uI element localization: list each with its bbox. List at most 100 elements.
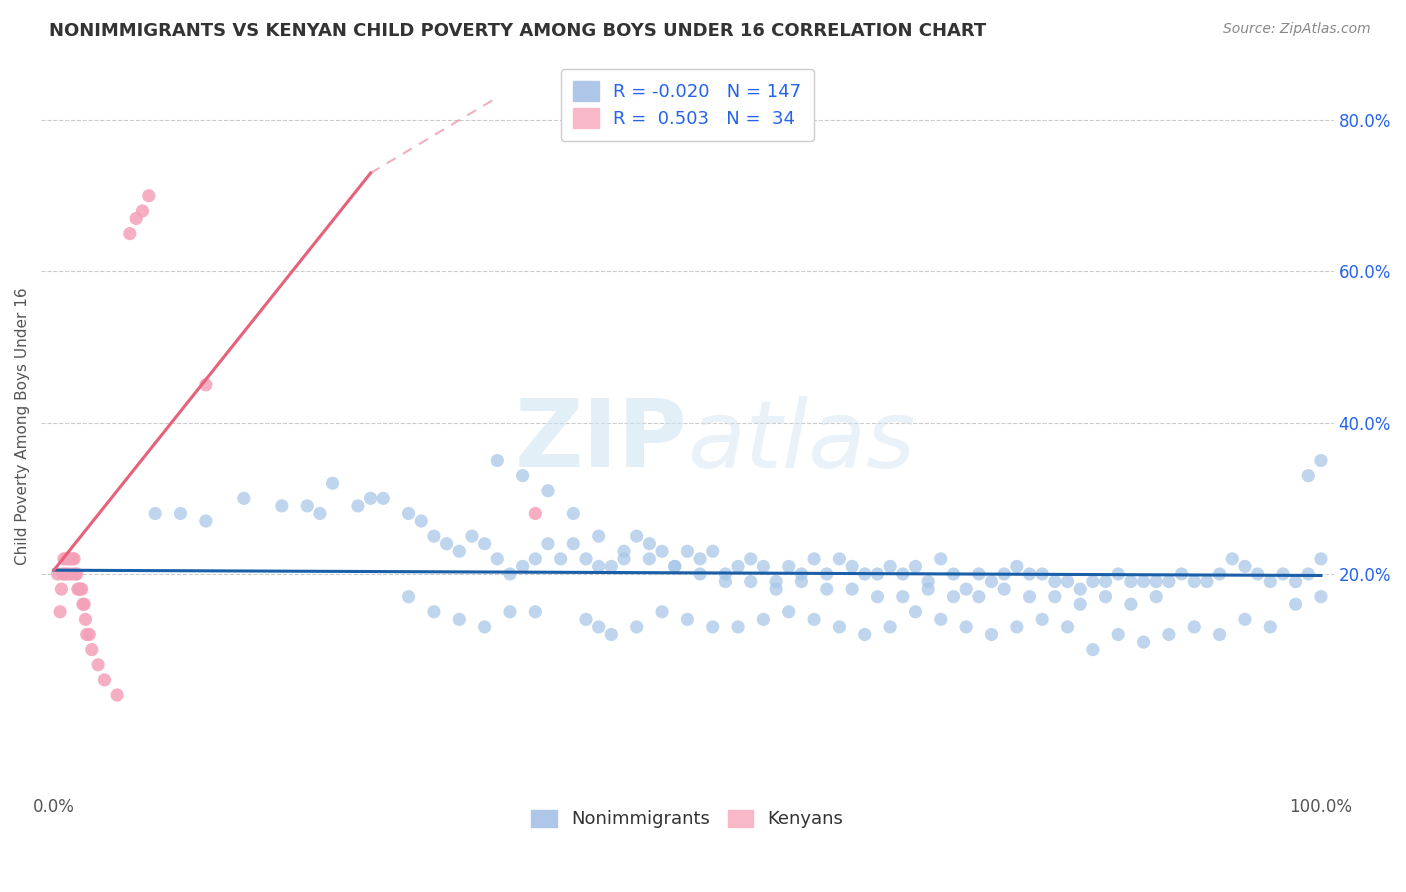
Point bbox=[815, 566, 838, 581]
Point bbox=[841, 559, 863, 574]
Point bbox=[1031, 566, 1053, 581]
Point bbox=[125, 211, 148, 226]
Point bbox=[1258, 574, 1281, 589]
Point bbox=[917, 574, 939, 589]
Point bbox=[1284, 597, 1306, 611]
Point bbox=[131, 203, 153, 218]
Point bbox=[942, 566, 965, 581]
Point bbox=[1182, 574, 1205, 589]
Point bbox=[600, 627, 623, 641]
Point bbox=[1310, 453, 1333, 467]
Point bbox=[651, 605, 673, 619]
Point bbox=[651, 544, 673, 558]
Text: atlas: atlas bbox=[688, 396, 915, 487]
Point bbox=[1132, 574, 1154, 589]
Point bbox=[740, 552, 762, 566]
Point bbox=[550, 552, 572, 566]
Point bbox=[1246, 566, 1268, 581]
Point bbox=[52, 552, 75, 566]
Point bbox=[790, 574, 813, 589]
Point bbox=[993, 582, 1015, 596]
Legend: Nonimmigrants, Kenyans: Nonimmigrants, Kenyans bbox=[524, 803, 851, 836]
Point bbox=[1195, 574, 1218, 589]
Point bbox=[499, 605, 522, 619]
Point bbox=[588, 620, 610, 634]
Text: NONIMMIGRANTS VS KENYAN CHILD POVERTY AMONG BOYS UNDER 16 CORRELATION CHART: NONIMMIGRANTS VS KENYAN CHILD POVERTY AM… bbox=[49, 22, 987, 40]
Point bbox=[740, 574, 762, 589]
Point bbox=[879, 620, 901, 634]
Point bbox=[373, 491, 395, 506]
Point bbox=[423, 605, 446, 619]
Point bbox=[702, 544, 724, 558]
Point bbox=[55, 552, 77, 566]
Point bbox=[891, 590, 914, 604]
Point bbox=[65, 566, 87, 581]
Point bbox=[512, 468, 534, 483]
Point bbox=[676, 544, 699, 558]
Point bbox=[967, 590, 990, 604]
Point bbox=[993, 566, 1015, 581]
Point bbox=[105, 688, 128, 702]
Point bbox=[1298, 566, 1320, 581]
Point bbox=[828, 552, 851, 566]
Point bbox=[1233, 559, 1256, 574]
Point bbox=[1298, 468, 1320, 483]
Y-axis label: Child Poverty Among Boys Under 16: Child Poverty Among Boys Under 16 bbox=[15, 287, 30, 566]
Point bbox=[866, 590, 889, 604]
Point bbox=[588, 559, 610, 574]
Point bbox=[562, 507, 585, 521]
Point bbox=[58, 552, 80, 566]
Point bbox=[1233, 612, 1256, 626]
Point bbox=[613, 552, 636, 566]
Point bbox=[853, 566, 876, 581]
Point bbox=[955, 582, 977, 596]
Point bbox=[562, 537, 585, 551]
Point bbox=[752, 559, 775, 574]
Point bbox=[1081, 642, 1104, 657]
Point bbox=[1284, 574, 1306, 589]
Point bbox=[75, 612, 97, 626]
Point bbox=[676, 612, 699, 626]
Point bbox=[524, 507, 547, 521]
Point bbox=[714, 574, 737, 589]
Point bbox=[270, 499, 292, 513]
Point bbox=[169, 507, 191, 521]
Point bbox=[1043, 590, 1066, 604]
Point bbox=[461, 529, 484, 543]
Point bbox=[891, 566, 914, 581]
Point bbox=[1258, 620, 1281, 634]
Point bbox=[1094, 574, 1116, 589]
Point bbox=[1132, 635, 1154, 649]
Point bbox=[778, 605, 800, 619]
Point bbox=[1056, 574, 1078, 589]
Point bbox=[879, 559, 901, 574]
Point bbox=[309, 507, 332, 521]
Point bbox=[194, 377, 217, 392]
Point bbox=[778, 559, 800, 574]
Point bbox=[65, 566, 87, 581]
Point bbox=[702, 620, 724, 634]
Point bbox=[73, 597, 96, 611]
Point bbox=[1031, 612, 1053, 626]
Point bbox=[575, 552, 598, 566]
Point bbox=[70, 582, 93, 596]
Point bbox=[66, 582, 89, 596]
Point bbox=[49, 605, 72, 619]
Point bbox=[1107, 627, 1129, 641]
Point bbox=[76, 627, 98, 641]
Point bbox=[626, 620, 648, 634]
Point bbox=[1310, 590, 1333, 604]
Point bbox=[1144, 590, 1167, 604]
Point bbox=[322, 476, 344, 491]
Point bbox=[955, 620, 977, 634]
Point bbox=[67, 582, 90, 596]
Point bbox=[1081, 574, 1104, 589]
Point bbox=[575, 612, 598, 626]
Point bbox=[828, 620, 851, 634]
Point bbox=[727, 620, 749, 634]
Point bbox=[1170, 566, 1192, 581]
Point bbox=[689, 566, 711, 581]
Point bbox=[803, 552, 825, 566]
Point bbox=[80, 642, 103, 657]
Point bbox=[436, 537, 458, 551]
